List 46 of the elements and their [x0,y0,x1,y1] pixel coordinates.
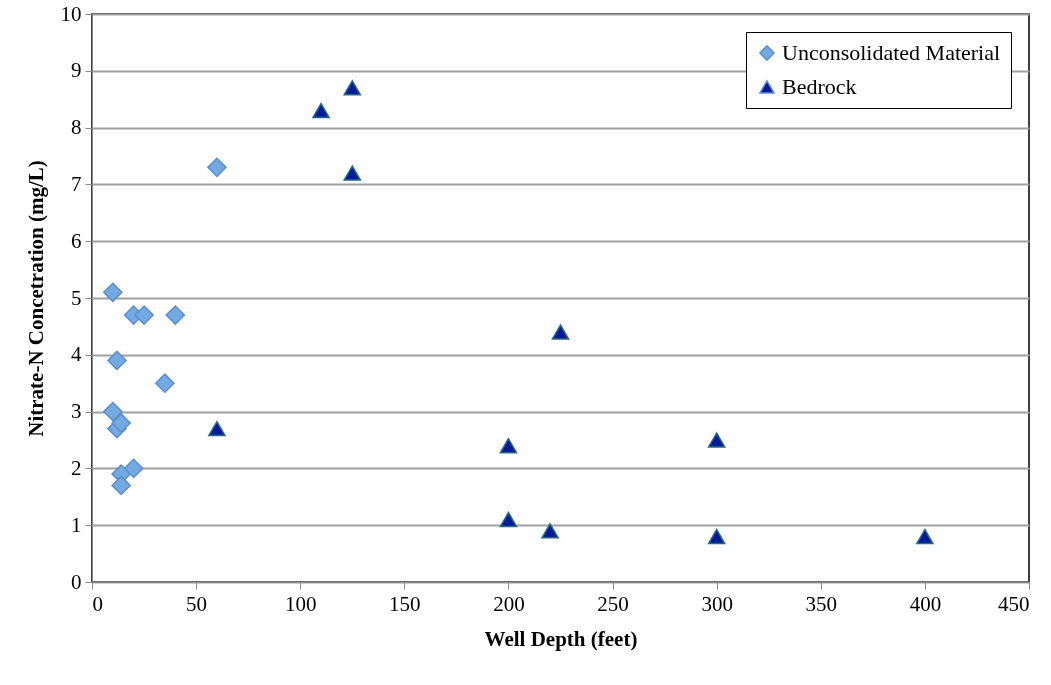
y-tick-label: 2 [71,455,82,480]
point [499,437,518,454]
x-tick-label: 150 [389,591,421,616]
point [165,305,186,325]
point [312,102,330,119]
point [207,157,227,178]
point [208,420,226,437]
y-tick-label: 6 [71,228,82,253]
point [107,350,127,371]
point [134,305,154,325]
x-tick-label: 450 [998,591,1030,616]
x-tick-label: 350 [805,591,838,616]
legend-label: Unconsolidated Material [782,40,1001,65]
y-tick-label: 7 [71,171,82,196]
point [499,511,518,528]
y-tick-label: 4 [71,342,82,367]
y-tick-label: 0 [71,569,82,594]
point [343,165,362,181]
y-tick-label: 3 [71,399,82,424]
x-tick-label: 250 [597,591,629,616]
point [111,475,131,496]
x-tick-label: 50 [186,591,208,616]
point [102,401,123,422]
y-tick-label: 5 [71,285,82,310]
point [102,282,123,303]
point [541,523,559,539]
point [123,458,144,479]
point [916,528,934,545]
point [111,413,131,433]
point [707,528,726,545]
point [343,80,362,96]
y-tick-label: 8 [71,115,82,140]
x-tick-label: 300 [701,591,733,616]
x-tick-label: 400 [909,591,942,616]
x-axis-title: Well Depth (feet) [484,626,638,651]
y-tick-label: 9 [71,58,82,83]
y-tick-label: 10 [60,1,82,26]
point [707,432,726,448]
point [551,324,570,340]
x-tick-label: 200 [493,591,525,616]
legend-label: Bedrock [782,74,857,99]
x-tick-label: 100 [284,591,317,616]
y-axis-title: Nitrate-N Concetration (mg/L) [23,160,48,437]
x-tick-label: 0 [92,591,103,616]
point [155,373,175,394]
y-tick-label: 1 [71,512,82,537]
